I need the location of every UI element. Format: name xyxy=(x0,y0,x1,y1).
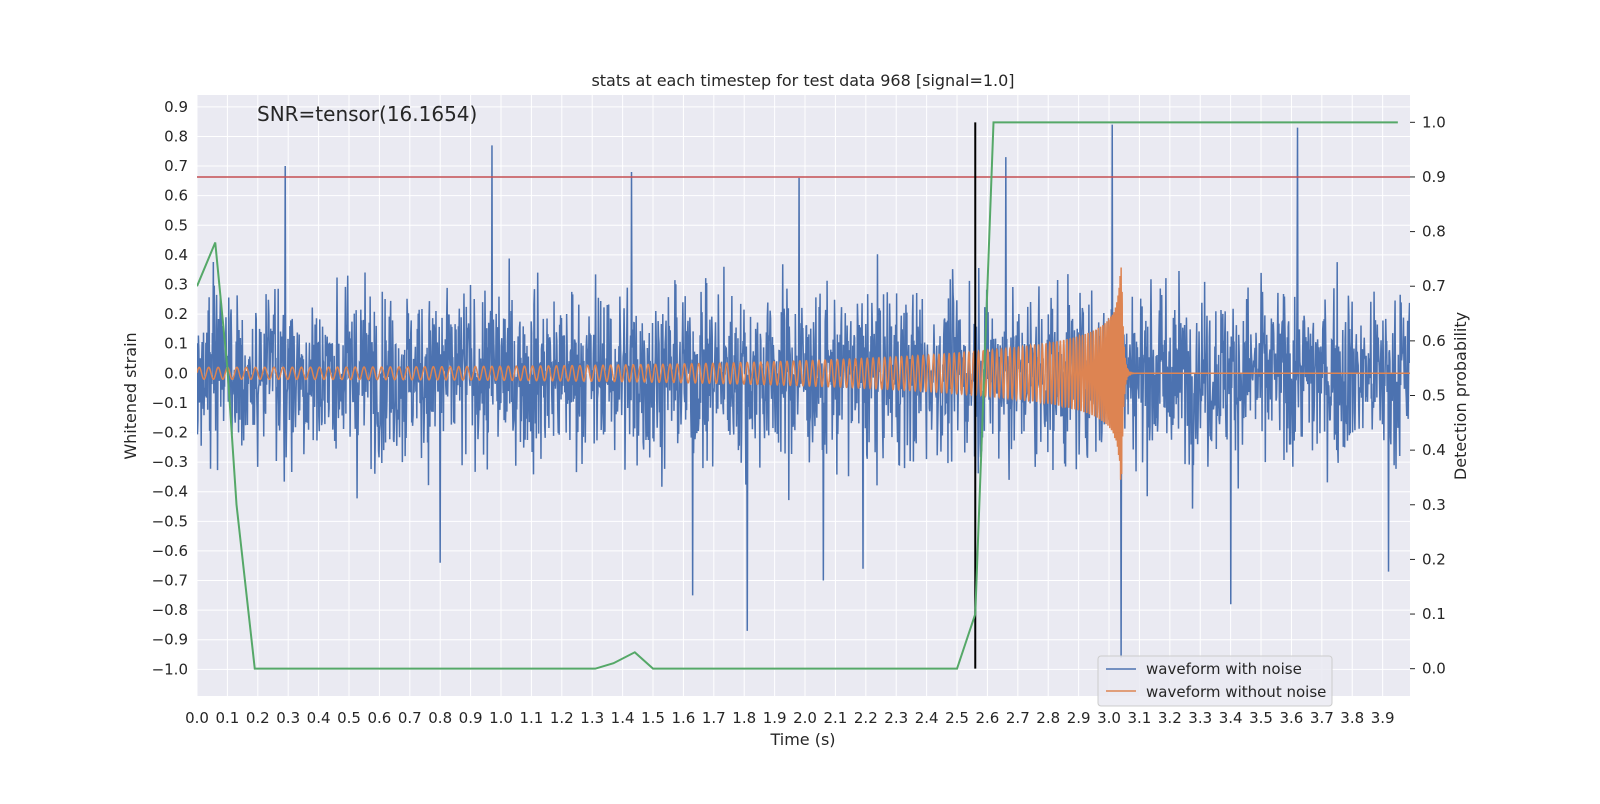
x-tick-label: 1.3 xyxy=(580,709,604,727)
legend-box xyxy=(1097,655,1333,707)
x-tick-label: 1.6 xyxy=(671,709,695,727)
x-tick-label: 3.4 xyxy=(1219,709,1243,727)
x-tick-label: 3.8 xyxy=(1340,709,1364,727)
x-tick-label: 1.8 xyxy=(732,709,756,727)
y2-tick-label: 0.4 xyxy=(1422,441,1446,459)
x-tick-label: 2.1 xyxy=(823,709,847,727)
y2-tick-label: 0.5 xyxy=(1422,387,1446,405)
x-tick-label: 0.5 xyxy=(337,709,361,727)
y-tick-label: −0.3 xyxy=(152,453,188,471)
x-tick-label: 2.6 xyxy=(975,709,999,727)
x-tick-label: 1.0 xyxy=(489,709,513,727)
y-tick-label: 0.6 xyxy=(164,187,188,205)
x-tick-label: 2.4 xyxy=(915,709,939,727)
x-tick-label: 3.5 xyxy=(1249,709,1273,727)
x-tick-label: 0.1 xyxy=(215,709,239,727)
y2-tick-label: 0.9 xyxy=(1422,168,1446,186)
x-tick-label: 3.9 xyxy=(1371,709,1395,727)
x-tick-label: 0.4 xyxy=(307,709,331,727)
y2-tick-label: 0.2 xyxy=(1422,550,1446,568)
y-tick-label: 0.3 xyxy=(164,275,188,293)
x-tick-label: 1.9 xyxy=(763,709,787,727)
snr-annotation: SNR=tensor(16.1654) xyxy=(257,102,477,126)
x-tick-label: 3.6 xyxy=(1280,709,1304,727)
series-noise-layer xyxy=(197,124,1410,658)
x-tick-label: 3.7 xyxy=(1310,709,1334,727)
x-axis-label: Time (s) xyxy=(769,730,835,749)
x-tick-label: 3.0 xyxy=(1097,709,1121,727)
series-line-probability xyxy=(197,121,1398,670)
y-tick-label: 0.7 xyxy=(164,157,188,175)
y-tick-label: −0.6 xyxy=(152,542,188,560)
y-tick-label: −0.1 xyxy=(152,394,188,412)
x-tick-label: 0.6 xyxy=(367,709,391,727)
series-line-clean xyxy=(197,267,1410,480)
legend-label-noise: waveform with noise xyxy=(1146,660,1302,678)
y-tick-label: 0.9 xyxy=(164,98,188,116)
x-tick-label: 3.2 xyxy=(1158,709,1182,727)
x-tick-label: 2.3 xyxy=(884,709,908,727)
y-tick-label: −0.9 xyxy=(152,631,188,649)
y-tick-label: −0.4 xyxy=(152,483,188,501)
x-tick-label: 2.5 xyxy=(945,709,969,727)
x-tick-label: 1.2 xyxy=(550,709,574,727)
y2-tick-label: 0.6 xyxy=(1422,332,1446,350)
x-tick-label: 0.3 xyxy=(276,709,300,727)
y-tick-label: 0.8 xyxy=(164,127,188,145)
y2-axis-ticks: 1.0 0.9 0.8 0.7 0.6 0.5 0.4 0.3 0.2 0.1 0.0 xyxy=(1410,113,1446,678)
x-tick-label: 2.2 xyxy=(854,709,878,727)
x-tick-label: 2.7 xyxy=(1006,709,1030,727)
x-tick-label: 0.2 xyxy=(246,709,270,727)
y-tick-label: −0.8 xyxy=(152,601,188,619)
x-tick-label: 1.7 xyxy=(702,709,726,727)
y2-tick-label: 0.3 xyxy=(1422,496,1446,514)
x-tick-label: 2.0 xyxy=(793,709,817,727)
legend: waveform with noise waveform without noi… xyxy=(1097,655,1333,707)
x-tick-label: 1.5 xyxy=(641,709,665,727)
x-tick-label: 0.0 xyxy=(185,709,209,727)
y-tick-label: −0.5 xyxy=(152,512,188,530)
legend-label-clean: waveform without noise xyxy=(1146,683,1326,701)
y-axis-label: Whitened strain xyxy=(121,332,140,459)
series-probability-layer xyxy=(197,121,1410,670)
y2-tick-label: 0.1 xyxy=(1422,605,1446,623)
x-tick-label: 0.7 xyxy=(398,709,422,727)
x-tick-label: 2.8 xyxy=(1036,709,1060,727)
y-tick-label: 0.1 xyxy=(164,335,188,353)
x-tick-label: 1.1 xyxy=(519,709,543,727)
y-tick-label: −0.7 xyxy=(152,572,188,590)
y2-tick-label: 0.8 xyxy=(1422,223,1446,241)
series-clean-layer xyxy=(197,267,1410,480)
x-tick-label: 2.9 xyxy=(1067,709,1091,727)
x-tick-label: 3.3 xyxy=(1188,709,1212,727)
y2-axis-label: Detection probability xyxy=(1451,312,1470,480)
y-tick-label: 0.4 xyxy=(164,246,188,264)
x-tick-label: 3.1 xyxy=(1128,709,1152,727)
y-tick-label: −0.2 xyxy=(152,424,188,442)
y-axis-ticks: 0.9 0.8 0.7 0.6 0.5 0.4 0.3 0.2 0.1 0.0 −0.1 −0.2 −0… xyxy=(152,98,188,679)
x-axis-ticks: 0.0 0.1 0.2 0.3 0.4 0.5 0.6 0.7 0.8 0.9 1.0 1.1 1.2 1… xyxy=(185,709,1394,727)
y-tick-label: 0.2 xyxy=(164,305,188,323)
series-line-noise xyxy=(197,124,1410,658)
x-tick-label: 0.9 xyxy=(459,709,483,727)
y-tick-label: 0.5 xyxy=(164,216,188,234)
y2-tick-label: 0.7 xyxy=(1422,277,1446,295)
y-tick-label: −1.0 xyxy=(152,660,188,678)
y2-tick-label: 1.0 xyxy=(1422,113,1446,131)
x-tick-label: 0.8 xyxy=(428,709,452,727)
chart-title: stats at each timestep for test data 968… xyxy=(591,71,1014,90)
y2-tick-label: 0.0 xyxy=(1422,660,1446,678)
y-tick-label: 0.0 xyxy=(164,364,188,382)
x-tick-label: 1.4 xyxy=(611,709,635,727)
